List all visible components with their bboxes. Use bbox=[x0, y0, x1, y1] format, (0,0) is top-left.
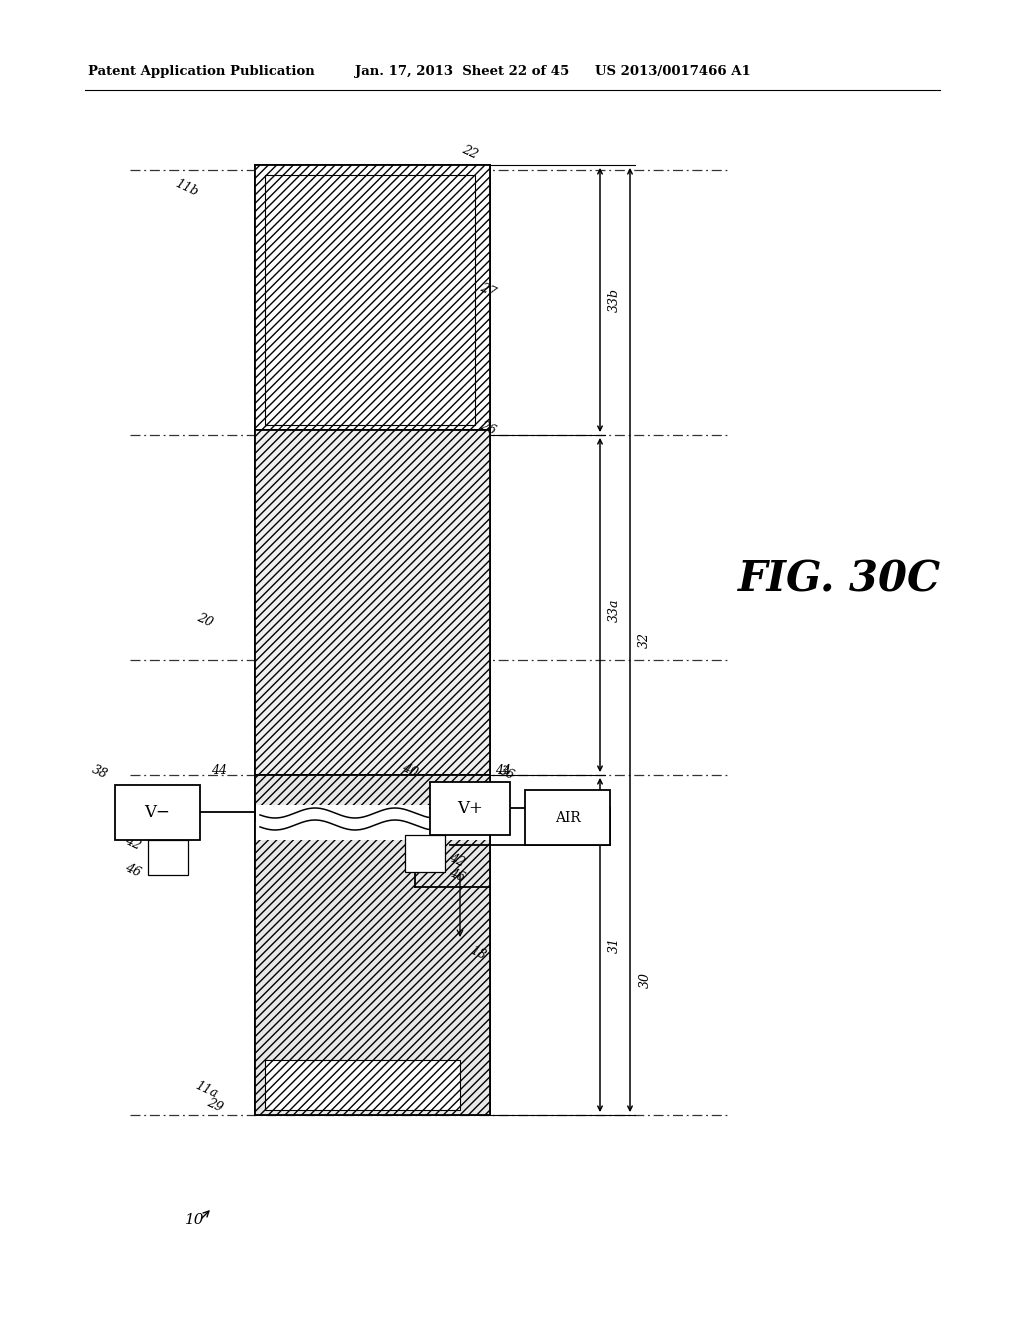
Bar bbox=[525, 789, 610, 845]
Text: 26: 26 bbox=[478, 418, 498, 437]
Bar bbox=[255, 165, 490, 430]
Text: 20: 20 bbox=[195, 611, 215, 630]
Text: 11a: 11a bbox=[194, 1080, 220, 1101]
Bar bbox=[148, 840, 188, 875]
Text: FIG. 30C: FIG. 30C bbox=[738, 558, 941, 601]
Text: 38: 38 bbox=[90, 763, 110, 781]
Bar bbox=[255, 805, 490, 840]
Bar bbox=[255, 165, 490, 1115]
Text: 33b: 33b bbox=[607, 288, 621, 312]
Bar bbox=[265, 1060, 460, 1110]
Bar bbox=[115, 785, 200, 840]
Text: 18: 18 bbox=[468, 944, 488, 962]
Text: 22: 22 bbox=[460, 143, 480, 161]
Text: 44: 44 bbox=[211, 763, 227, 776]
Text: 33a: 33a bbox=[607, 598, 621, 622]
Text: Patent Application Publication: Patent Application Publication bbox=[88, 66, 314, 78]
Text: US 2013/0017466 A1: US 2013/0017466 A1 bbox=[595, 66, 751, 78]
Bar bbox=[255, 430, 490, 775]
Text: 46: 46 bbox=[123, 861, 143, 879]
Text: 30: 30 bbox=[639, 972, 651, 987]
Text: 42: 42 bbox=[447, 850, 467, 870]
Bar bbox=[255, 775, 490, 1115]
Text: 11b: 11b bbox=[173, 177, 200, 199]
Text: 27: 27 bbox=[478, 281, 498, 300]
Text: AIR: AIR bbox=[555, 810, 581, 825]
Text: Jan. 17, 2013  Sheet 22 of 45: Jan. 17, 2013 Sheet 22 of 45 bbox=[355, 66, 569, 78]
Text: 10: 10 bbox=[185, 1213, 205, 1228]
Text: 42: 42 bbox=[123, 834, 143, 853]
Text: 29: 29 bbox=[205, 1096, 225, 1114]
Text: V−: V− bbox=[144, 804, 170, 821]
Text: V+: V+ bbox=[457, 800, 483, 817]
Text: 36: 36 bbox=[497, 764, 517, 783]
Text: 40: 40 bbox=[400, 760, 420, 779]
Bar bbox=[430, 781, 510, 836]
Text: 44: 44 bbox=[495, 763, 511, 776]
Bar bbox=[406, 836, 445, 873]
Text: 46: 46 bbox=[447, 866, 467, 884]
Bar bbox=[265, 176, 475, 425]
Text: 31: 31 bbox=[607, 937, 621, 953]
Text: 32: 32 bbox=[638, 632, 650, 648]
